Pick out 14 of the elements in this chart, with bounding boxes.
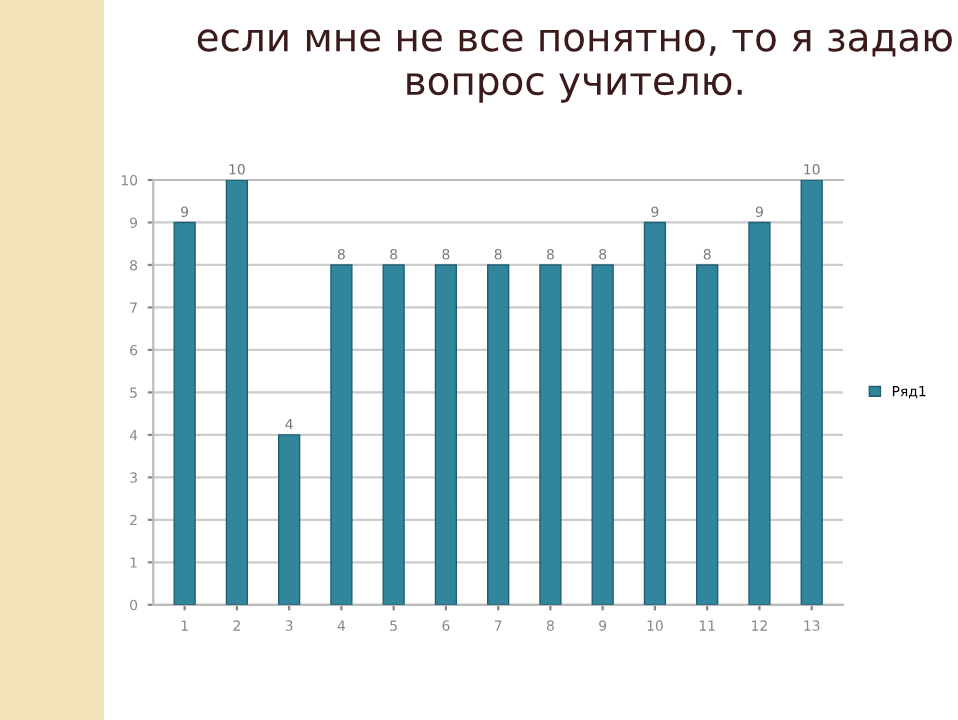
bar [539, 264, 562, 605]
bar [800, 180, 823, 605]
bar [748, 221, 771, 605]
bar [434, 264, 458, 605]
chart-title: если мне не все понятно, то я задаю вопрос учителю. [197, 29, 952, 103]
bar [225, 180, 249, 605]
bar [330, 264, 353, 605]
bar [591, 264, 614, 605]
bar [382, 264, 405, 605]
bar [173, 221, 196, 605]
bar [643, 221, 667, 605]
bar [487, 264, 510, 605]
bar [277, 434, 301, 605]
bar [696, 264, 719, 605]
